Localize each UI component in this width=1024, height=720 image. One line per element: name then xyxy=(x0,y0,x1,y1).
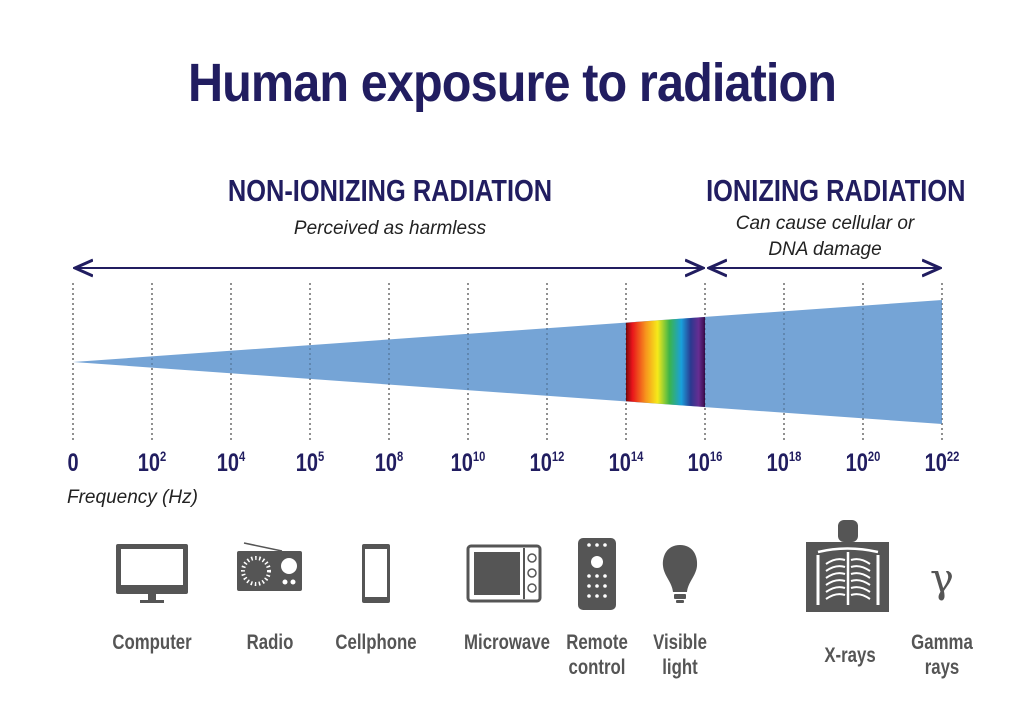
remote-button-dot xyxy=(603,584,607,588)
xray-chest-icon xyxy=(806,520,889,612)
source-label-line1: Radio xyxy=(246,631,294,654)
tick-label: 1016 xyxy=(688,448,723,478)
tick-base: 10 xyxy=(374,449,398,477)
rib xyxy=(825,579,871,586)
tick-label: 1012 xyxy=(530,448,565,478)
tick-label: 104 xyxy=(217,448,245,478)
tick-exponent: 4 xyxy=(239,448,246,464)
ionizing-heading: IONIZING RADIATION xyxy=(706,173,966,208)
tick-base: 10 xyxy=(216,449,240,477)
source-label-line1: Cellphone xyxy=(335,631,417,654)
source-label-line2: rays xyxy=(924,656,960,679)
tick-base: 10 xyxy=(295,449,319,477)
gamma-symbol-icon: γ xyxy=(930,556,954,602)
source-label-line1: X-rays xyxy=(824,644,876,667)
ionizing-subtitle: Can cause cellular or DNA damage xyxy=(680,211,970,263)
source-label-line2: control xyxy=(568,656,626,679)
rib xyxy=(825,593,871,600)
tick-exponent: 20 xyxy=(867,448,881,464)
tick-label: 1020 xyxy=(846,448,881,478)
ionizing-subtitle-line1: Can cause cellular or xyxy=(735,213,915,234)
tick-exponent: 22 xyxy=(946,448,960,464)
tick-label: 1022 xyxy=(925,448,960,478)
visible-light-band xyxy=(626,317,705,407)
rib xyxy=(825,565,871,572)
tick-exponent: 2 xyxy=(160,448,167,464)
page-title: Human exposure to radiation xyxy=(187,53,837,113)
tick-label: 1010 xyxy=(451,448,486,478)
tick-base: 10 xyxy=(137,449,161,477)
tick-exponent: 14 xyxy=(630,448,644,464)
remote-button-dot xyxy=(587,594,591,598)
remote-button-dot xyxy=(603,574,607,578)
remote-button-dot xyxy=(595,574,599,578)
source-label: Visible light xyxy=(653,630,707,680)
tick-exponent: 12 xyxy=(551,448,565,464)
source-label: Gamma rays xyxy=(911,630,973,680)
tick-base: 10 xyxy=(529,449,552,477)
source-label-line1: Computer xyxy=(112,631,192,654)
remote-button-dot xyxy=(595,543,599,547)
remote-button-dot xyxy=(595,594,599,598)
source-label: Computer xyxy=(112,630,191,655)
tick-exponent: 10 xyxy=(472,448,486,464)
tick-base: 10 xyxy=(845,449,868,477)
ionizing-subtitle-line2: DNA damage xyxy=(768,239,882,260)
tick-exponent: 8 xyxy=(397,448,404,464)
tick-exponent: 16 xyxy=(709,448,723,464)
light-bulb-icon xyxy=(662,545,698,603)
microwave-icon xyxy=(466,544,542,603)
source-label: X-rays xyxy=(824,643,875,668)
radio-icon xyxy=(237,542,302,591)
rib xyxy=(825,572,871,579)
tick-exponent: 18 xyxy=(788,448,802,464)
tick-base: 10 xyxy=(687,449,710,477)
tick-label: 1014 xyxy=(609,448,644,478)
tick-base: 10 xyxy=(450,449,473,477)
axis-label: Frequency (Hz) xyxy=(67,487,198,508)
rib xyxy=(825,586,871,593)
cellphone-icon xyxy=(362,544,390,603)
remote-button-dot xyxy=(603,594,607,598)
source-label-line1: Microwave xyxy=(464,631,550,654)
tick-exponent: 5 xyxy=(318,448,325,464)
source-label: Remote control xyxy=(566,630,628,680)
tick-base: 10 xyxy=(608,449,631,477)
remote-button-dot xyxy=(587,584,591,588)
source-label-line2: light xyxy=(662,656,698,679)
source-label-line1: Visible xyxy=(653,631,707,654)
tick-base: 10 xyxy=(924,449,947,477)
rib xyxy=(825,558,871,565)
remote-button-dot xyxy=(587,574,591,578)
tick-label: 108 xyxy=(375,448,403,478)
tick-label: 102 xyxy=(138,448,166,478)
remote-button-dot xyxy=(595,584,599,588)
source-label: Cellphone xyxy=(335,630,416,655)
non-ionizing-heading: NON-IONIZING RADIATION xyxy=(227,173,553,208)
remote-button-dot xyxy=(603,543,607,547)
source-label-line1: Gamma xyxy=(911,631,973,654)
computer-monitor-icon xyxy=(116,544,188,603)
source-label: Microwave xyxy=(464,630,550,655)
spectrum-wedge xyxy=(73,300,942,424)
tick-label: 0 xyxy=(67,448,78,478)
source-label-line1: Remote xyxy=(566,631,628,654)
tick-label: 1018 xyxy=(767,448,802,478)
tick-base: 0 xyxy=(67,449,79,477)
remote-control-icon xyxy=(578,538,616,610)
source-label: Radio xyxy=(247,630,294,655)
tick-label: 105 xyxy=(296,448,324,478)
non-ionizing-subtitle: Perceived as harmless xyxy=(293,218,487,239)
remote-button-dot xyxy=(587,543,591,547)
tick-base: 10 xyxy=(766,449,789,477)
